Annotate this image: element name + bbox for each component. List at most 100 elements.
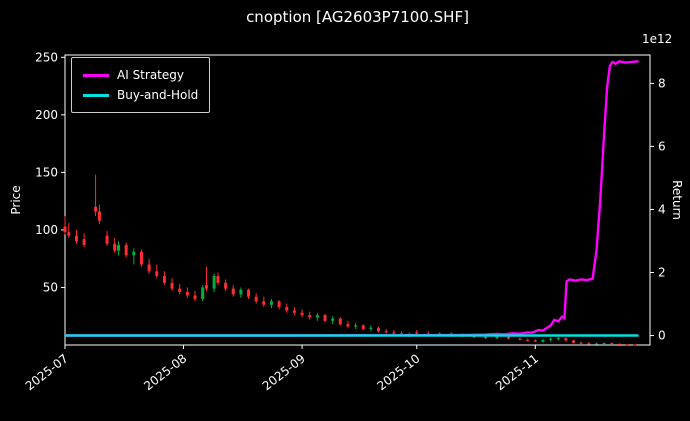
candle-body [231, 288, 235, 295]
candle-body [579, 342, 583, 344]
candle-body [377, 327, 381, 332]
candle-body [74, 235, 78, 242]
candle-body [308, 315, 312, 318]
candle-body [201, 287, 205, 299]
candle-body [369, 327, 373, 329]
candle-body [117, 244, 121, 251]
candle-body [124, 244, 128, 256]
y-tick-label: 0 [658, 329, 666, 343]
legend-label-buy-and-hold: Buy-and-Hold [117, 88, 199, 102]
legend-item-buy-and-hold: Buy-and-Hold [83, 85, 198, 105]
candle-body [239, 289, 243, 295]
candle-body [594, 343, 598, 345]
x-axis: 2025-07 2025-08 2025-09 2025-10 2025-11 [23, 345, 541, 393]
right-axis-label: Return [670, 180, 684, 220]
candle-body [484, 336, 488, 339]
x-tick-label: 2025-07 [23, 351, 71, 393]
candle-body [269, 301, 273, 305]
candle-body [178, 288, 182, 293]
candle-body [315, 315, 319, 318]
candle-body [384, 331, 388, 333]
candle-body [572, 340, 576, 343]
x-tick-label: 2025-09 [260, 351, 308, 393]
y-tick-label: 6 [658, 139, 666, 153]
x-tick-label: 2025-11 [493, 351, 541, 393]
y-tick-label: 100 [35, 223, 58, 237]
x-tick-label: 2025-08 [141, 351, 189, 393]
candle-body [224, 282, 228, 289]
candle-body [507, 336, 511, 339]
buy-and-hold-line-swatch [83, 93, 109, 97]
candle-body [63, 226, 67, 233]
y-tick-label: 200 [35, 108, 58, 122]
candle-body [354, 325, 358, 327]
x-tick-label: 2025-10 [374, 351, 422, 393]
candle-body [541, 339, 545, 342]
candle-body [587, 343, 591, 345]
candle-body [285, 307, 289, 311]
left-axis-label: Price [9, 185, 23, 215]
candle-body [625, 344, 629, 346]
right-axis-offset-label: 1e12 [642, 32, 673, 46]
y-axis-left: 50 100 150 200 250 [35, 50, 65, 294]
candle-body [262, 301, 266, 305]
candle-body [323, 315, 327, 321]
candle-body [247, 289, 251, 297]
candle-body [113, 243, 117, 251]
candle-body [254, 296, 258, 302]
candle-body [300, 312, 304, 316]
y-tick-label: 4 [658, 202, 666, 216]
legend: AI Strategy Buy-and-Hold [71, 57, 211, 113]
candle-body [82, 239, 86, 245]
ai-strategy-line-swatch [83, 73, 109, 77]
legend-item-ai-strategy: AI Strategy [83, 65, 198, 85]
candle-body [147, 264, 151, 272]
chart-title: cnoption [AG2603P7100.SHF] [246, 8, 469, 26]
candle-body [549, 338, 553, 340]
y-tick-label: 50 [43, 280, 58, 294]
candle-body [139, 251, 143, 265]
candle-body [277, 301, 281, 308]
candle-body [533, 340, 537, 342]
y-tick-label: 8 [658, 76, 666, 90]
candle-body [556, 338, 560, 340]
candle-body [495, 336, 499, 339]
candle-body [204, 285, 208, 289]
y-tick-label: 250 [35, 50, 58, 64]
ai-strategy-line [65, 60, 639, 337]
y-tick-label: 150 [35, 165, 58, 179]
candle-body [610, 342, 614, 344]
candle-body [392, 332, 396, 334]
axes-frame [64, 54, 651, 346]
candle-body [193, 295, 197, 299]
candle-body [602, 342, 606, 344]
candle-body [170, 282, 174, 289]
candle-body [338, 318, 342, 325]
candle-body [292, 310, 296, 313]
candle-body [361, 325, 365, 329]
candle-body [94, 206, 98, 212]
candle-body [564, 338, 568, 341]
candle-body [212, 275, 216, 289]
candle-body [67, 232, 71, 236]
y-tick-label: 2 [658, 266, 666, 280]
candle-body [162, 275, 166, 283]
candle-body [617, 343, 621, 345]
candle-body [155, 271, 159, 276]
candle-body [132, 251, 136, 256]
candle-body [185, 292, 189, 296]
candle-body [331, 318, 335, 321]
candle-body [526, 339, 530, 341]
candle-body [346, 324, 350, 327]
candles-layer [63, 174, 637, 346]
legend-label-ai-strategy: AI Strategy [117, 68, 184, 82]
candle-body [97, 211, 101, 221]
candle-body [518, 338, 522, 340]
y-axis-right: 0 2 4 6 8 [650, 76, 666, 343]
candle-body [633, 344, 637, 346]
candle-body [415, 332, 419, 334]
candle-body [216, 275, 220, 283]
candle-body [105, 235, 109, 244]
